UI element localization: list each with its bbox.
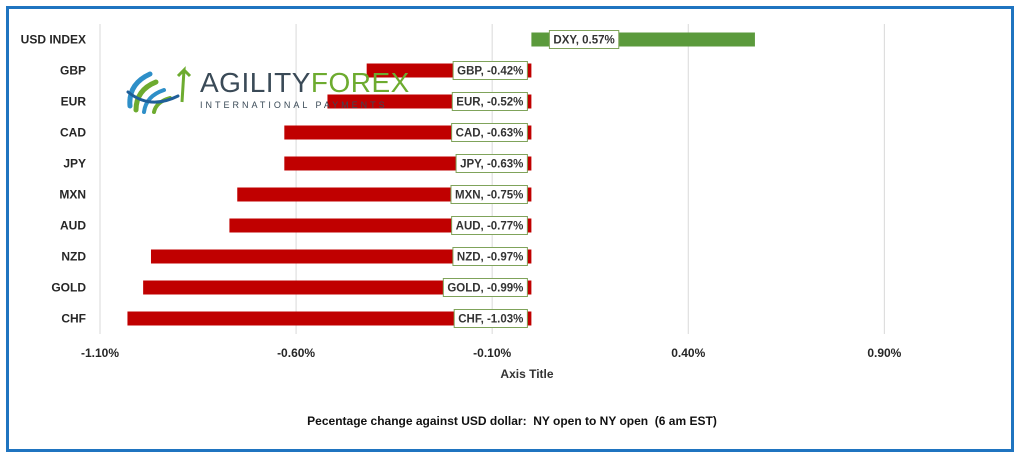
data-label-text: CHF, -1.03%: [458, 314, 523, 326]
category-label: MXN: [59, 188, 86, 202]
data-label: GBP, -0.42%: [452, 61, 528, 80]
x-axis-title: Axis Title: [500, 367, 553, 381]
category-label: GOLD: [51, 281, 86, 295]
data-label-box: [453, 309, 528, 328]
x-tick-labels: -1.10% -0.60% -0.10% 0.40% 0.90%: [81, 346, 902, 360]
category-label: GBP: [60, 64, 86, 78]
data-label-text: MXN, -0.75%: [455, 190, 523, 202]
category-label: USD INDEX: [21, 33, 86, 47]
data-label-text: JPY, -0.63%: [460, 159, 523, 171]
data-label-box: [451, 123, 528, 142]
category-label: EUR: [61, 95, 87, 109]
logo-subtitle: INTERNATIONAL PAYMENTS: [200, 100, 388, 110]
data-label-text: DXY, 0.57%: [553, 35, 614, 47]
data-label-box: [455, 154, 528, 173]
logo-word-forex: FOREX: [310, 67, 410, 98]
x-tick-label: 0.40%: [671, 346, 705, 360]
logo-wordmark: AGILITYFOREX: [200, 68, 410, 98]
data-label-box: [450, 185, 528, 204]
bar: [143, 280, 532, 295]
data-label-text: AUD, -0.77%: [456, 221, 524, 233]
data-label-box: [442, 278, 528, 297]
category-labels: USD INDEX GBP EUR CAD JPY MXN AUD NZD GOLD CHF: [21, 33, 87, 326]
data-label: JPY, -0.63%: [455, 154, 528, 173]
data-label: EUR, -0.52%: [451, 92, 528, 111]
category-label: CAD: [60, 126, 86, 140]
data-label-box: [452, 61, 528, 80]
category-label: CHF: [61, 312, 86, 326]
data-label-text: GOLD, -0.99%: [447, 283, 523, 295]
bars: DXY, 0.57% GBP, -0.42% EUR, -0.52% CAD, -0.…: [127, 30, 755, 328]
data-label: AUD, -0.77%: [451, 216, 528, 235]
data-label-box: [548, 30, 620, 49]
x-tick-label: -0.10%: [473, 346, 511, 360]
chart-caption: Pecentage change against USD dollar: NY …: [307, 414, 717, 428]
data-label-text: EUR, -0.52%: [456, 97, 523, 109]
data-label-text: NZD, -0.97%: [457, 252, 523, 264]
data-label-text: CAD, -0.63%: [456, 128, 524, 140]
data-label: MXN, -0.75%: [450, 185, 528, 204]
x-tick-label: -0.60%: [277, 346, 315, 360]
data-label-box: [451, 92, 528, 111]
category-label: AUD: [60, 219, 86, 233]
logo-word-agility: AGILITY: [200, 67, 311, 98]
data-label: GOLD, -0.99%: [442, 278, 528, 297]
bar: [127, 311, 532, 326]
x-tick-label: -1.10%: [81, 346, 119, 360]
x-tick-label: 0.90%: [867, 346, 901, 360]
category-label: NZD: [61, 250, 86, 264]
agility-forex-logo: AGILITYFOREX INTERNATIONAL PAYMENTS: [120, 62, 409, 120]
bar: [150, 249, 532, 264]
data-label: CAD, -0.63%: [451, 123, 528, 142]
category-label: JPY: [63, 157, 86, 171]
data-label: DXY, 0.57%: [548, 30, 620, 49]
globe-logo-icon: [126, 66, 192, 114]
data-label-box: [452, 247, 528, 266]
data-label: NZD, -0.97%: [452, 247, 528, 266]
data-label-box: [451, 216, 528, 235]
data-label-text: GBP, -0.42%: [457, 66, 523, 78]
data-label: CHF, -1.03%: [453, 309, 528, 328]
